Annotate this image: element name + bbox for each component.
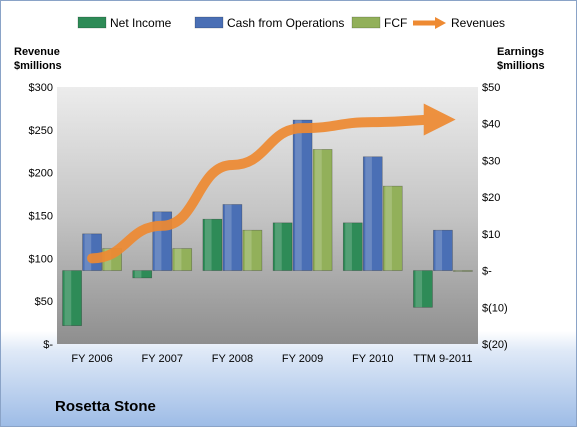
bar-highlight [435, 230, 443, 271]
left-tick-label: $250 [29, 125, 53, 137]
right-tick-label: $10 [482, 229, 500, 241]
bar-highlight [295, 120, 302, 271]
bars [62, 119, 473, 326]
left-tick-label: $100 [29, 253, 53, 265]
bar-net-income [202, 218, 223, 271]
plot-area [57, 87, 478, 344]
bar-cash-from-operations [222, 204, 243, 271]
bar-cash-from-operations [433, 229, 453, 271]
revenues-line [87, 103, 456, 264]
bar-highlight [455, 270, 463, 272]
bar-highlight [365, 156, 372, 271]
bar-net-income [272, 222, 293, 271]
legend: Net Income Cash from Operations FCF Revenue… [77, 16, 505, 30]
bar-highlight [315, 149, 322, 271]
bar-highlight [64, 270, 72, 326]
right-tick-label: $20 [482, 192, 500, 204]
bar-highlight [385, 186, 392, 271]
bar-net-income [62, 270, 82, 326]
bar-highlight [244, 230, 252, 271]
right-tick-label: $30 [482, 155, 500, 167]
left-tick-label: $50 [35, 296, 53, 308]
right-tick-label: $- [482, 266, 492, 278]
bar-net-income [132, 270, 153, 279]
category-label: FY 2010 [352, 353, 393, 365]
legend-swatch [351, 16, 381, 29]
bar-highlight [84, 233, 92, 271]
category-label: TTM 9-2011 [413, 353, 472, 365]
legend-swatch [194, 16, 224, 29]
right-tick-label: $50 [482, 82, 500, 94]
category-label: FY 2008 [212, 353, 253, 365]
bar-fcf [242, 229, 263, 271]
legend-label: FCF [384, 16, 407, 30]
category-label: FY 2006 [71, 353, 112, 365]
category-label: FY 2009 [282, 353, 323, 365]
bar-highlight [275, 222, 282, 271]
bar-fcf [382, 185, 403, 271]
legend-label: Revenues [451, 16, 505, 30]
bar-highlight [415, 270, 423, 308]
left-axis-title-line1: Revenue [14, 46, 60, 58]
legend-label: Cash from Operations [227, 16, 344, 30]
category-labels: FY 2006 FY 2007 FY 2008 FY 2009 FY 2010 TTM 9… [71, 353, 472, 365]
left-axis-ticks: $- $50 $100 $150 $200 $250 $300 [29, 82, 54, 351]
company-name: Rosetta Stone [55, 398, 156, 415]
bar-net-income [342, 222, 363, 271]
right-axis-ticks: $(20) $(10) $- $10 $20 $30 $40 $50 [482, 82, 508, 351]
bar-fcf [453, 270, 473, 272]
right-axis-title-line1: Earnings [497, 46, 544, 58]
bar-highlight [134, 270, 142, 278]
left-tick-label: $300 [29, 82, 53, 94]
right-tick-label: $(20) [482, 339, 508, 351]
bar-cash-from-operations [292, 119, 313, 271]
right-tick-label: $(10) [482, 302, 508, 314]
legend-arrow-head [435, 17, 446, 29]
right-axis-title-line2: $millions [497, 60, 545, 72]
bar-net-income [413, 270, 433, 308]
bar-cash-from-operations [362, 156, 383, 271]
bar-highlight [174, 248, 182, 271]
legend-label: Net Income [110, 16, 172, 30]
left-tick-label: $- [43, 339, 53, 351]
bar-highlight [154, 211, 162, 271]
left-axis-title-line2: $millions [14, 60, 62, 72]
bar-highlight [224, 204, 232, 271]
category-label: FY 2007 [142, 353, 183, 365]
left-tick-label: $200 [29, 168, 53, 180]
bar-highlight [204, 219, 212, 271]
left-tick-label: $150 [29, 211, 53, 223]
legend-swatch [77, 16, 107, 29]
bar-fcf [312, 149, 333, 271]
bar-highlight [345, 222, 352, 271]
bar-fcf [172, 248, 193, 271]
right-tick-label: $40 [482, 119, 500, 131]
